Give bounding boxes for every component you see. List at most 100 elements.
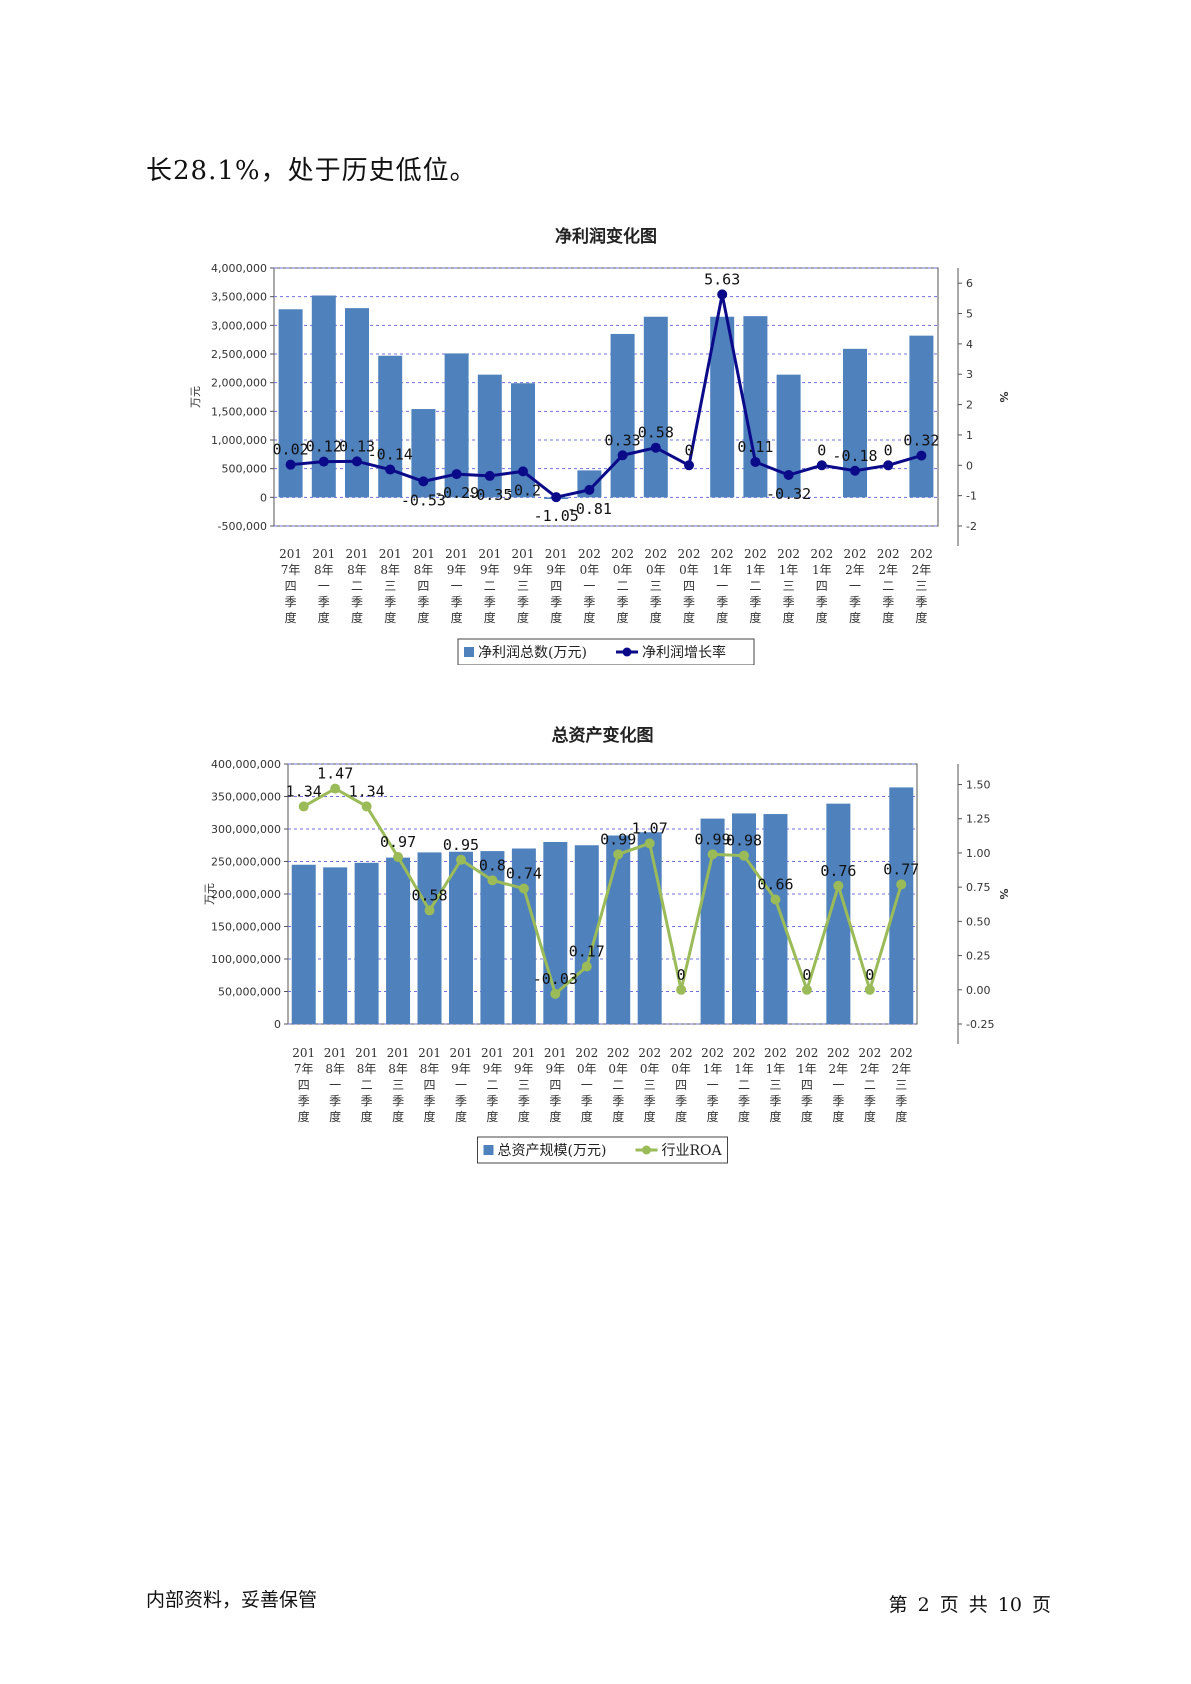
x-tick-label: 202 2年三季度 — [910, 547, 933, 625]
line-point — [801, 984, 812, 995]
y-tick-label: 4,000,000 — [211, 262, 267, 275]
bar — [889, 787, 914, 1024]
data-label: -0.14 — [368, 446, 413, 464]
line-point — [676, 984, 687, 995]
bar — [345, 308, 369, 498]
legend-bar-label: 净利润总数(万元) — [478, 645, 587, 661]
line-point — [318, 456, 329, 467]
data-label: 0 — [817, 441, 826, 459]
data-label: 0.98 — [726, 832, 762, 850]
x-tick-label: 202 2年三季度 — [890, 1046, 913, 1124]
line-point — [298, 801, 309, 812]
x-tick-label: 202 1年三季度 — [764, 1046, 787, 1124]
line-point — [783, 470, 794, 481]
x-tick-label: 201 8年三季度 — [379, 547, 402, 625]
bar — [378, 355, 403, 498]
x-tick-label: 201 9年二季度 — [478, 547, 501, 625]
line-point — [644, 838, 655, 849]
bar — [511, 848, 536, 1024]
bar — [763, 814, 788, 1024]
y-tick-label: 250,000,000 — [211, 856, 281, 869]
chart-title: 净利润变化图 — [555, 226, 657, 247]
x-tick-label: 201 7年四季度 — [279, 547, 302, 625]
net-profit-chart: 净利润变化图 -500,000 0 500,000 1,000,000 1,500,000… — [189, 226, 1010, 665]
data-label: 0 — [884, 441, 893, 459]
data-label: -0.81 — [567, 500, 612, 518]
line-point — [883, 460, 894, 471]
footer-confidential: 内部资料，妥善保管 — [146, 1589, 318, 1611]
x-tick-label: 202 0年二季度 — [607, 1046, 630, 1124]
y2-tick-label: -0.25 — [966, 1018, 994, 1031]
y-tick-label: 2,000,000 — [211, 377, 267, 390]
bar — [448, 851, 473, 1024]
series-line — [302, 786, 903, 997]
line-point — [361, 801, 372, 812]
legend-bar-swatch — [464, 647, 474, 657]
x-tick-label: 201 9年三季度 — [512, 1046, 535, 1124]
line-point — [385, 464, 396, 475]
plot-frame — [273, 267, 939, 527]
y2-tick-label: -2 — [966, 520, 977, 533]
line-point — [650, 442, 661, 453]
line-point — [424, 905, 435, 916]
legend-bar-label: 总资产规模(万元) — [498, 1143, 607, 1159]
data-label: 0 — [684, 441, 693, 459]
line-point — [833, 880, 844, 891]
x-tick-label: 201 8年二季度 — [346, 547, 369, 625]
footer-page-number: 第 2 页 共 10 页 — [888, 1594, 1051, 1616]
legend-line-label: 净利润增长率 — [642, 644, 726, 661]
line-point — [285, 459, 296, 470]
data-label: 1.34 — [286, 782, 322, 800]
y2-tick-label: 1.50 — [966, 779, 991, 792]
total-assets-chart: 总资产变化图 0 50,000,000 100,000,000 150,000,000 2… — [203, 725, 1010, 1164]
x-tick-label: 202 2年一季度 — [827, 1046, 850, 1124]
line-point — [750, 456, 761, 467]
x-tick-label: 201 9年二季度 — [481, 1046, 504, 1124]
data-label: -0.53 — [401, 491, 446, 509]
data-label: 5.63 — [704, 270, 740, 288]
x-tick-label: 202 1年四季度 — [810, 547, 833, 625]
bar — [311, 295, 336, 498]
bar — [606, 835, 631, 1024]
data-label: 1.47 — [317, 765, 353, 783]
data-label: 0.76 — [820, 862, 856, 880]
y2-tick-label: 1 — [966, 429, 973, 442]
line-point — [455, 854, 466, 865]
bar — [511, 383, 535, 498]
y2-tick-label: -1 — [966, 490, 977, 503]
data-label: 0.74 — [506, 865, 542, 883]
bar — [743, 316, 768, 498]
y2-tick-label: 1.00 — [966, 847, 991, 860]
y-tick-label: 300,000,000 — [211, 823, 281, 836]
line-point — [739, 850, 750, 861]
y2-axis-label: % — [997, 391, 1010, 402]
y-tick-label: 1,500,000 — [211, 405, 267, 418]
y2-tick-label: 6 — [966, 277, 973, 290]
data-label: 0 — [677, 966, 686, 984]
x-tick-label: 202 0年四季度 — [678, 547, 701, 625]
data-label: 0.11 — [737, 438, 773, 456]
data-label: 0.8 — [479, 856, 506, 874]
y-tick-label: 1,000,000 — [211, 434, 267, 447]
bar — [643, 316, 668, 498]
line-point — [584, 484, 595, 495]
y2-tick-label: 0.25 — [966, 950, 991, 963]
line-point — [770, 894, 781, 905]
line-point — [393, 852, 404, 863]
legend-line-label: 行业ROA — [662, 1143, 723, 1159]
x-tick-label: 201 8年三季度 — [387, 1046, 410, 1124]
y-tick-label: 3,000,000 — [211, 319, 267, 332]
x-tick-label: 202 1年一季度 — [711, 547, 734, 625]
line-point — [551, 492, 562, 503]
line-point — [707, 849, 718, 860]
data-label: -1.05 — [534, 507, 579, 525]
y-axis-label: 万元 — [189, 386, 202, 408]
x-tick-label: 201 9年一季度 — [445, 547, 468, 625]
x-tick-label: 202 1年一季度 — [701, 1046, 724, 1124]
data-label: 0 — [865, 966, 874, 984]
x-tick-label: 202 0年三季度 — [644, 547, 667, 625]
bar — [710, 316, 735, 498]
y-axis-label: 万元 — [203, 883, 216, 905]
bar — [637, 832, 662, 1024]
bar — [386, 857, 411, 1024]
